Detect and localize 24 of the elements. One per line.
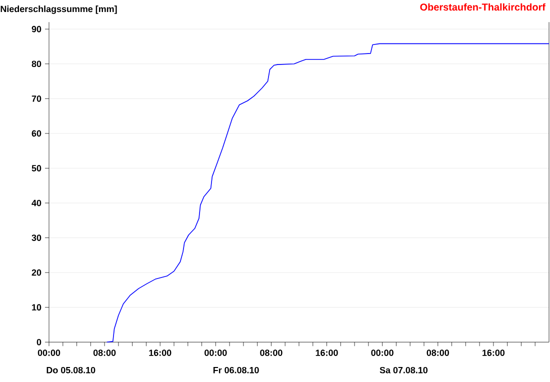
y-tick-label: 90	[32, 26, 42, 32]
y-tick-label: 70	[32, 95, 42, 102]
x-tick-label: 00:00	[38, 350, 60, 356]
y-tick-label: 50	[32, 164, 42, 172]
x-tick-label: 08:00	[260, 350, 282, 356]
y-tick-label: 20	[32, 269, 42, 276]
text: Do 05.08.10	[46, 366, 96, 374]
y-tick-label: 0	[36, 338, 42, 346]
x-tick-label: 00:00	[204, 350, 227, 356]
x-tick-label: 16:00	[149, 350, 172, 356]
chart-title: Oberstaufen-Thalkirchdorf	[420, 3, 546, 11]
y-tick-label: 30	[32, 234, 42, 241]
x-tick-label: 16:00	[316, 350, 338, 356]
x-tick-label: 08:00	[426, 350, 449, 356]
y-tick-label: 60	[32, 130, 42, 137]
x-tick-label: 00:00	[371, 350, 394, 356]
x-tick-label: 08:00	[93, 350, 116, 356]
text: Sa 07.08.10	[380, 366, 428, 374]
y-tick-label: 10	[32, 304, 42, 310]
y-tick-label: 40	[32, 200, 42, 206]
y-tick-label: 80	[32, 60, 42, 67]
y-axis-title: Niederschlagssumme [mm]	[0, 5, 117, 14]
x-tick-label: 16:00	[482, 350, 505, 356]
text: Fr 06.08.10	[213, 366, 259, 374]
